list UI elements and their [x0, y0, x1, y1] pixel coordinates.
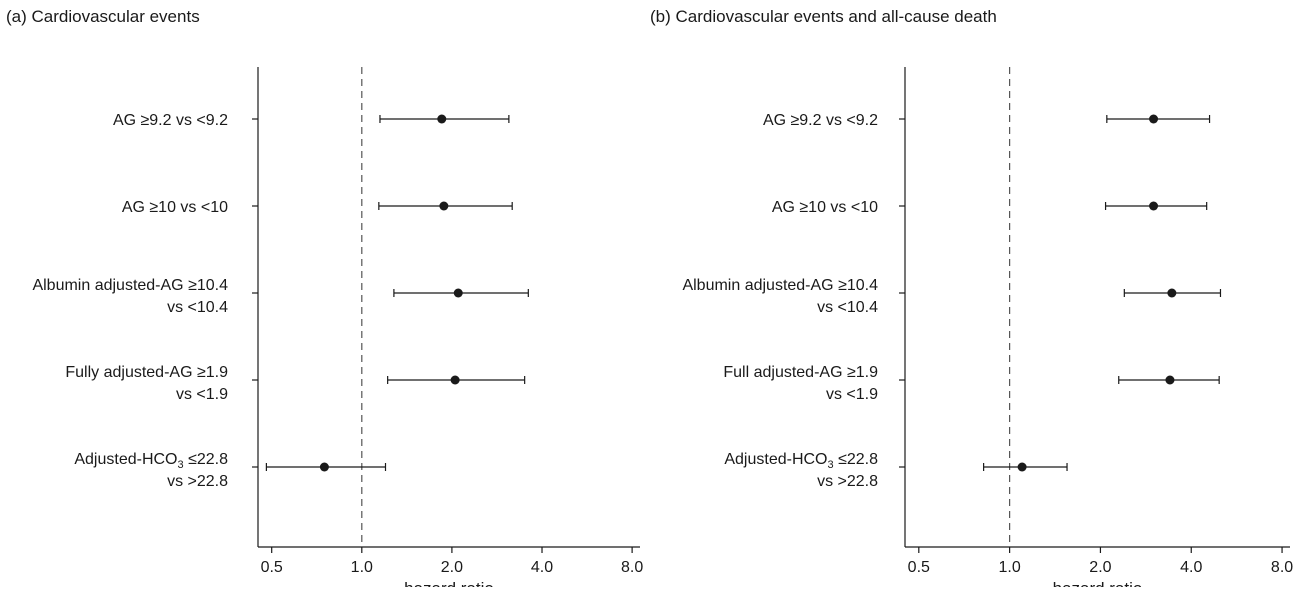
row-label: AG ≥10 vs <10 [772, 199, 878, 216]
row-label: AG ≥10 vs <10 [122, 199, 228, 216]
panel-title: (b) Cardiovascular events and all-cause … [650, 7, 997, 26]
row-label: AG ≥9.2 vs <9.2 [113, 112, 228, 129]
forest-panel-b: (b) Cardiovascular events and all-cause … [650, 7, 1293, 592]
x-tick-label: 2.0 [441, 559, 463, 576]
row-label-text: Adjusted-HCO [74, 451, 177, 468]
row-label-subscript: 3 [178, 459, 184, 471]
hazard-ratio-point [450, 375, 460, 385]
x-tick-label: 0.5 [908, 559, 930, 576]
x-tick-label: 2.0 [1089, 559, 1111, 576]
hazard-ratio-point [1149, 114, 1159, 124]
hazard-ratio-point [1017, 462, 1027, 472]
hazard-ratio-point [453, 288, 463, 298]
hazard-ratio-point [1167, 288, 1177, 298]
row-label-subscript: 3 [828, 459, 834, 471]
x-tick-label: 8.0 [621, 559, 643, 576]
x-tick-label: 8.0 [1271, 559, 1293, 576]
row-label: Albumin adjusted-AG ≥10.4 [682, 277, 878, 294]
row-label-text: ≤22.8 [834, 451, 878, 468]
row-label-text: ≤22.8 [184, 451, 228, 468]
hazard-ratio-point [1149, 201, 1159, 211]
x-tick-label: 4.0 [1180, 559, 1202, 576]
row-label-line2: vs <10.4 [167, 299, 228, 316]
x-tick-label: 1.0 [998, 559, 1020, 576]
row-label-text: Adjusted-HCO [724, 451, 827, 468]
row-label-line2: vs <1.9 [826, 386, 878, 403]
row-label-line2: vs >22.8 [167, 473, 228, 490]
row-label-line2: vs <10.4 [817, 299, 878, 316]
x-tick-label: 0.5 [261, 559, 283, 576]
row-label: Adjusted-HCO3 ≤22.8 [74, 451, 228, 471]
x-tick-label: 1.0 [351, 559, 373, 576]
hazard-ratio-point [437, 114, 447, 124]
x-axis-title: hazard ratio [1053, 579, 1143, 587]
panel-title: (a) Cardiovascular events [6, 7, 200, 26]
row-label: Adjusted-HCO3 ≤22.8 [724, 451, 878, 471]
row-label-line2: vs >22.8 [817, 473, 878, 490]
hazard-ratio-point [1165, 375, 1175, 385]
row-label: Full adjusted-AG ≥1.9 [723, 364, 878, 381]
row-label: AG ≥9.2 vs <9.2 [763, 112, 878, 129]
hazard-ratio-point [439, 201, 449, 211]
forest-panel-a: (a) Cardiovascular events 0.5 1.0 2.0 4.0 8.0… [6, 7, 643, 592]
x-axis-title: hazard ratio [404, 579, 494, 587]
x-tick-label: 4.0 [531, 559, 553, 576]
row-label-line2: vs <1.9 [176, 386, 228, 403]
row-label: Fully adjusted-AG ≥1.9 [65, 364, 228, 381]
hazard-ratio-point [319, 462, 329, 472]
row-label: Albumin adjusted-AG ≥10.4 [32, 277, 228, 294]
